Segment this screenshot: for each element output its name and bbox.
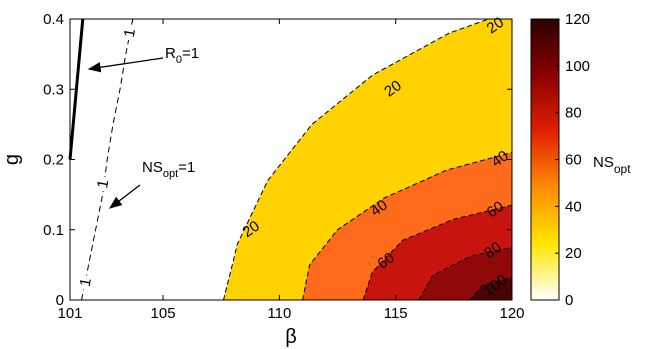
contour-label: 60 [374,249,397,272]
y-tick-label: 0.3 [43,81,64,98]
ns-opt-one-label-bg [125,26,136,41]
y-tick-label: 0 [56,292,64,309]
contour-line-60 [362,204,513,301]
x-tick-label: 105 [151,305,176,322]
colorbar-tick-label: 120 [565,11,590,28]
r0-arrow [87,57,164,73]
colorbar-tick-label: 80 [565,105,582,122]
contour-label: 40 [488,147,511,170]
r0-one-line [68,18,85,160]
colorbar-tick-label: 20 [565,245,582,262]
contour-line-100 [469,277,513,301]
y-axis-label: g [1,154,23,165]
ns-opt-one-label-bg [98,177,109,192]
ns-opt-annotation: NSopt=1 [142,159,195,180]
y-tick-label: 0.2 [43,152,64,169]
colorbar-tick-label: 100 [565,58,590,75]
colorbar-label: NSopt [593,154,631,176]
ns-opt-one-label-bg [81,275,92,290]
y-tick-label: 0.4 [43,11,64,28]
contour-label: 20 [239,218,262,241]
y-tick-label: 0.1 [43,222,64,239]
x-axis-label: β [285,326,297,348]
ns-opt-one-inline-label: 1 [121,27,139,38]
ns-opt-arrow [108,184,141,209]
contour-label: 80 [481,239,504,262]
contour-line-80 [418,246,513,301]
x-tick-label: 101 [57,305,82,322]
contour-label: 60 [484,198,507,221]
colorbar-tick-label: 0 [565,292,573,309]
x-tick-label: 110 [267,305,291,322]
contour-fill-100 [470,277,512,300]
contour-label: 40 [367,196,390,219]
ns-opt-one-inline-label: 1 [94,178,112,189]
x-tick-label: 115 [384,305,408,322]
ns-opt-one-line [81,18,134,301]
colorbar-tick-label: 40 [565,198,582,215]
colorbar [530,18,560,301]
ns-opt-one-inline-label: 1 [77,277,95,288]
contour-line-40 [302,152,513,301]
contour-label: 20 [381,77,404,100]
r0-annotation: R0=1 [165,45,199,66]
contour-label: 20 [484,14,507,37]
colorbar-tick-label: 60 [565,152,582,169]
x-tick-label: 120 [499,305,524,322]
